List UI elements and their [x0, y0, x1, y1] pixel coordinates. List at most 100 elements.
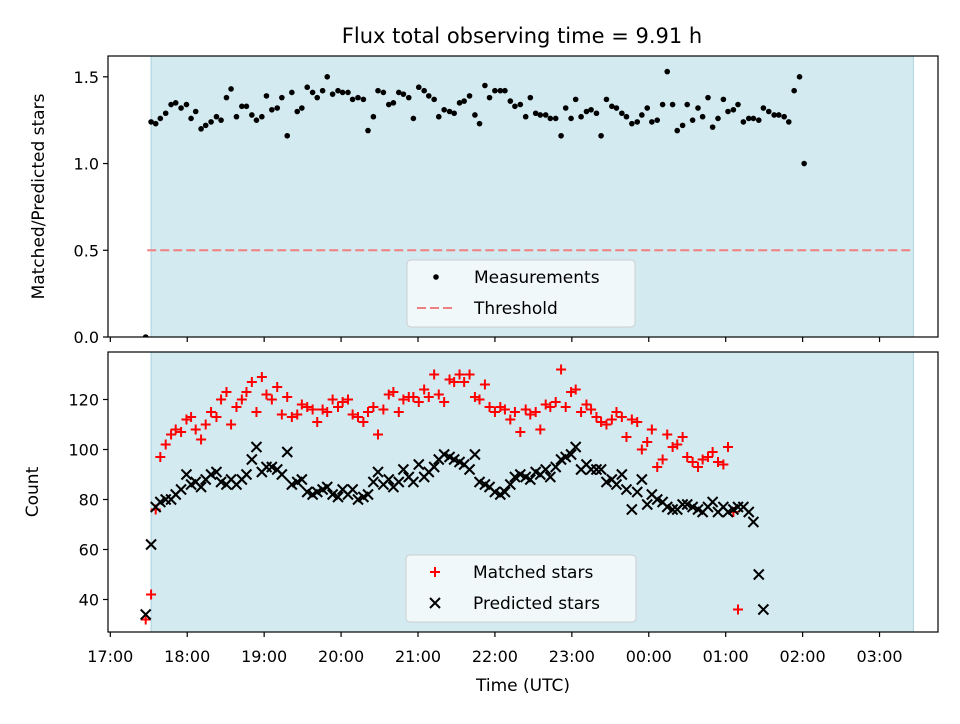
measurement-point [532, 110, 539, 117]
matched-point [576, 407, 587, 417]
y-axis-label: Matched/Predicted stars [29, 93, 49, 299]
measurement-point [720, 96, 727, 103]
matched-point [723, 442, 733, 452]
measurement-point [730, 106, 737, 113]
predicted-point [246, 453, 258, 466]
measurement-point [157, 115, 164, 122]
measurement-point [178, 105, 184, 111]
measurement-point [679, 122, 686, 129]
measurement-point [259, 113, 265, 120]
measurement-point [623, 113, 630, 120]
x-tick-label: 18:00 [164, 647, 210, 666]
measurement-point [213, 113, 220, 120]
top-panel: 0.0 0.5 1.0 1.5 Matched/Predicted stars Measu… [29, 55, 939, 347]
measurement-point [335, 87, 341, 94]
predicted-point [753, 568, 765, 581]
predicted-point [175, 483, 187, 496]
predicted-point [145, 538, 157, 551]
matched-point [256, 372, 267, 382]
predicted-point [595, 463, 607, 476]
matched-point [642, 437, 653, 447]
matched-point [296, 399, 307, 410]
matched-point [697, 454, 708, 465]
measurement-point [517, 101, 524, 108]
matched-point [388, 387, 399, 397]
predicted-point [499, 486, 511, 498]
matched-point [292, 409, 303, 420]
measurement-point [365, 127, 371, 134]
matched-point [632, 417, 643, 427]
matched-point [166, 429, 177, 440]
measurement-point [172, 100, 179, 106]
matched-point [221, 387, 232, 397]
predicted-point [504, 478, 517, 491]
chart-title: Flux total observing time = 9.91 h [342, 24, 702, 48]
matched-point [368, 402, 379, 412]
predicted-point [631, 486, 643, 498]
matched-point [286, 412, 297, 422]
predicted-point [195, 481, 207, 493]
y-tick-label: 1.0 [74, 155, 99, 174]
predicted-point [469, 448, 481, 461]
matched-point [433, 389, 444, 400]
x-tick-label: 03:00 [856, 647, 902, 666]
y-tick-label: 0.5 [74, 241, 99, 260]
matched-point [550, 397, 561, 407]
predicted-point [610, 478, 623, 491]
matched-point [176, 427, 187, 437]
predicted-point [524, 473, 537, 486]
measurement-point [284, 132, 291, 139]
measurement-point [507, 98, 514, 104]
measurement-point [198, 126, 204, 132]
measurement-point [249, 112, 255, 118]
measurement-point [562, 105, 569, 111]
legend-measurement-marker [433, 274, 439, 280]
matched-point [505, 414, 516, 425]
measurement-point [395, 89, 402, 96]
measurement-point [542, 112, 549, 118]
matched-point [272, 382, 283, 392]
legend-predicted-marker [429, 597, 441, 609]
matched-point [429, 369, 440, 380]
predicted-point [747, 516, 760, 528]
matched-point [333, 402, 343, 412]
matched-point [611, 407, 622, 417]
matched-point [170, 424, 181, 435]
matched-point [570, 384, 581, 395]
matched-point [646, 424, 657, 435]
axes-frame [107, 351, 939, 633]
measurement-point [527, 94, 534, 101]
matched-point [419, 384, 430, 395]
matched-point [479, 379, 490, 390]
matched-point [200, 419, 211, 430]
matched-point [307, 404, 318, 415]
x-tick-label: 22:00 [472, 647, 518, 666]
measurement-point [441, 106, 447, 113]
legend-matched-marker [430, 567, 440, 577]
measurement-point [765, 108, 772, 115]
predicted-point [397, 463, 410, 476]
predicted-point [250, 441, 263, 453]
predicted-point [281, 446, 293, 458]
measurement-point [674, 127, 681, 134]
measurement-point [314, 94, 321, 101]
matched-point [530, 407, 541, 417]
y-tick-label: 100 [68, 441, 99, 460]
predicted-point [367, 476, 380, 488]
measurement-point [619, 110, 625, 117]
measurement-point [497, 87, 504, 94]
measurement-point [486, 94, 493, 101]
measurement-point [239, 103, 245, 110]
y-tick-label: 40 [79, 591, 99, 610]
measurement-point [644, 105, 651, 111]
predicted-point [407, 476, 420, 488]
predicted-point [383, 473, 395, 486]
measurement-point [796, 74, 803, 80]
matched-point [439, 397, 450, 407]
matched-point [535, 424, 546, 435]
matched-point [251, 407, 262, 417]
measurement-point [349, 96, 356, 103]
matched-point [707, 447, 718, 457]
matched-point [672, 439, 683, 450]
y-axis-label: Count [23, 466, 43, 517]
